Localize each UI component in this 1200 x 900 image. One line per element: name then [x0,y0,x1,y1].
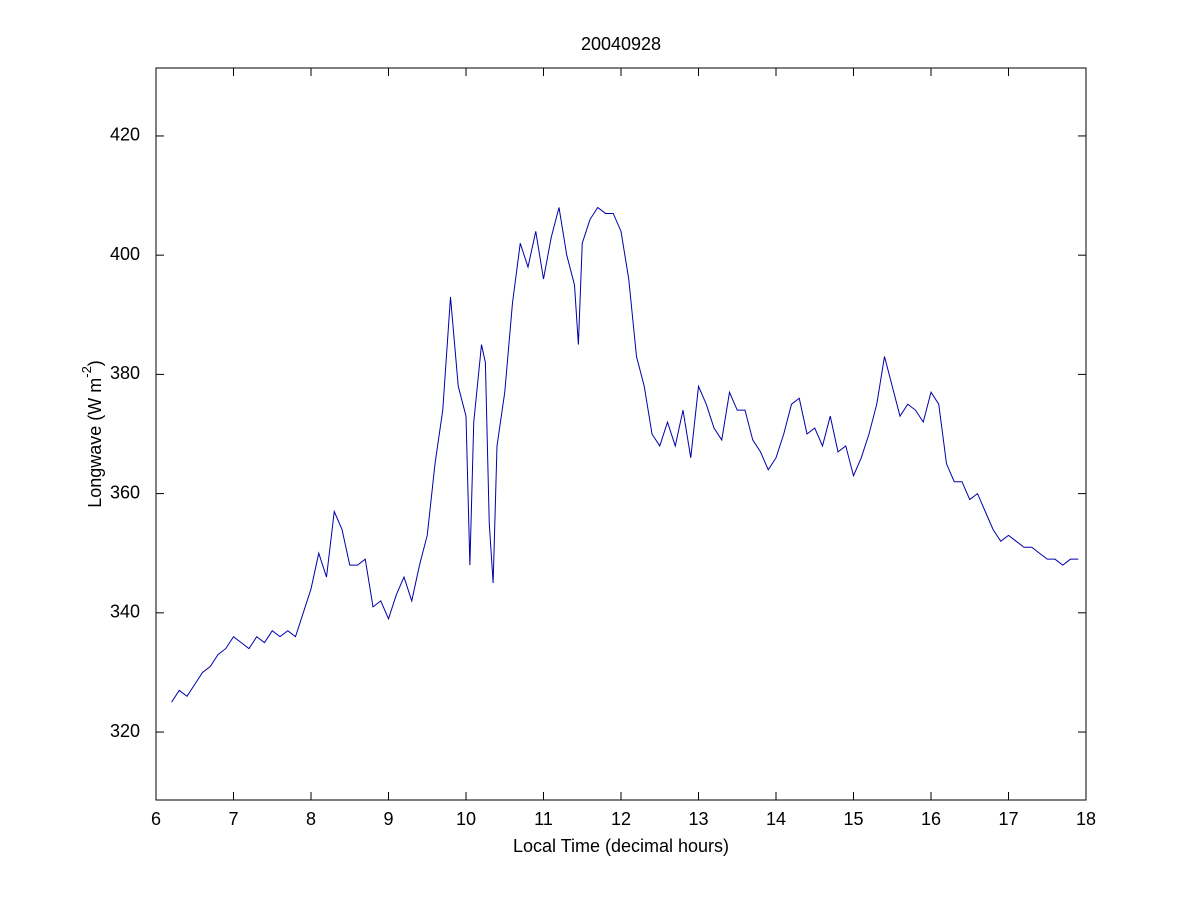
data-line [171,206,1079,703]
chart-title: 20040928 [581,34,661,54]
y-label-close: ) [85,360,105,366]
x-axis-label: Local Time (decimal hours) [513,836,729,856]
plot-frame [155,67,1087,801]
x-tick-label: 7 [228,809,238,829]
x-tick-label: 14 [766,809,786,829]
y-tick-label: 340 [110,602,140,622]
y-tick-label: 320 [110,721,140,741]
y-tick-label: 420 [110,125,140,145]
x-tick-label: 6 [151,809,161,829]
y-label-main: Longwave (W m [85,378,105,508]
x-tick-label: 18 [1076,809,1096,829]
x-tick-label: 15 [843,809,863,829]
x-tick-label: 10 [456,809,476,829]
y-label-sup: -2 [79,366,94,378]
y-tick-label: 400 [110,244,140,264]
x-tick-label: 11 [534,809,553,829]
y-axis-label: Longwave (W m-2) [79,360,104,508]
x-tick-label: 8 [306,809,316,829]
y-tick-label: 360 [110,482,140,502]
x-tick-label: 12 [611,809,631,829]
x-tick-label: 13 [688,809,708,829]
x-tick-label: 16 [921,809,941,829]
x-tick-label: 9 [383,809,393,829]
x-tick-label: 17 [998,809,1018,829]
y-tick-label: 380 [110,363,140,383]
